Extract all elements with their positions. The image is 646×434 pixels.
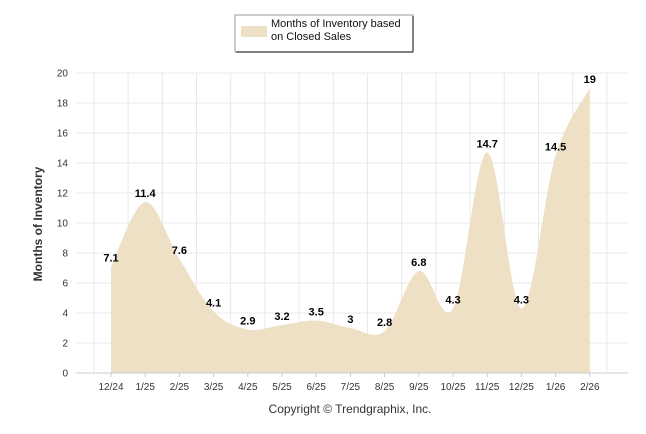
y-tick-label: 8 (62, 249, 68, 260)
x-tick-label: 1/26 (546, 382, 566, 393)
data-label: 7.6 (172, 245, 187, 257)
y-tick-label: 0 (62, 369, 68, 380)
x-tick-label: 11/25 (475, 382, 500, 393)
x-tick-label: 12/24 (98, 382, 123, 393)
y-tick-label: 2 (62, 339, 68, 350)
y-tick-label: 20 (57, 69, 69, 80)
area-layer (111, 88, 590, 373)
x-tick-label: 8/25 (375, 382, 395, 393)
legend-swatch (241, 26, 267, 37)
x-tick-label: 10/25 (440, 382, 465, 393)
x-tick-label: 2/25 (170, 382, 190, 393)
legend-label-line2: on Closed Sales (271, 31, 352, 43)
legend-label-line1: Months of Inventory based (271, 18, 401, 30)
data-label: 2.9 (240, 316, 255, 328)
x-tick-label: 6/25 (306, 382, 326, 393)
data-label: 4.3 (514, 295, 529, 307)
y-tick-label: 14 (57, 159, 69, 170)
area-series-months-of-inventory[interactable] (111, 88, 590, 373)
y-tick-label: 6 (62, 279, 68, 290)
data-label: 3.5 (309, 307, 324, 319)
data-label: 2.8 (377, 317, 392, 329)
data-label: 4.1 (206, 298, 221, 310)
x-tick-label: 5/25 (272, 382, 292, 393)
data-label: 7.1 (103, 253, 118, 265)
data-label: 6.8 (411, 257, 426, 269)
x-tick-label: 7/25 (341, 382, 361, 393)
x-tick-label: 2/26 (580, 382, 600, 393)
x-tick-label: 1/25 (135, 382, 155, 393)
data-label: 4.3 (445, 295, 460, 307)
x-tick-label: 9/25 (409, 382, 429, 393)
x-tick-label: 12/25 (509, 382, 534, 393)
legend[interactable]: Months of Inventory based on Closed Sale… (234, 14, 414, 53)
y-axis-title: Months of Inventory (31, 166, 45, 281)
data-label: 14.7 (476, 139, 497, 151)
data-label: 3.2 (274, 311, 289, 323)
data-label: 3 (347, 314, 353, 326)
axis-layer: 0 2 4 6 8 10 12 14 16 18 20 12/24 1/25 2/25 3/25 4/25 5/… (57, 69, 628, 393)
copyright-footer: Copyright © Trendgraphix, Inc. (269, 402, 432, 416)
data-label: 14.5 (545, 142, 566, 154)
x-tick-label: 3/25 (204, 382, 224, 393)
data-label-layer: 7.1 11.4 7.6 4.1 2.9 3.2 3.5 3 2.8 6.8 4.3 14.7 4.3 1… (103, 74, 596, 329)
data-label: 11.4 (135, 188, 157, 200)
x-tick-label: 4/25 (238, 382, 258, 393)
y-tick-label: 16 (57, 129, 69, 140)
data-label: 19 (584, 74, 596, 86)
y-tick-label: 10 (57, 219, 69, 230)
y-tick-label: 12 (57, 189, 69, 200)
y-tick-label: 4 (62, 309, 68, 320)
y-tick-label: 18 (57, 99, 69, 110)
